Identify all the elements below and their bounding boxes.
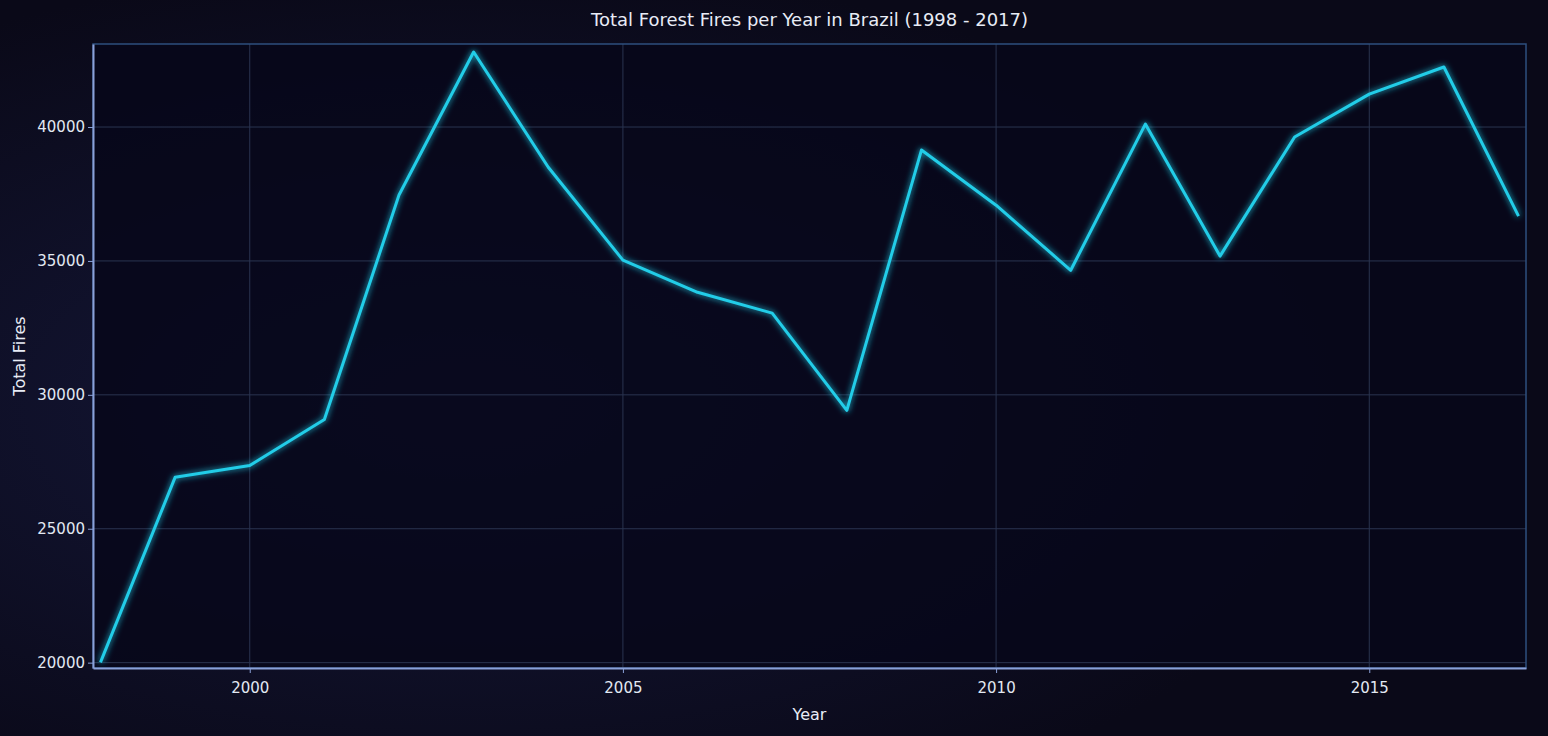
grid-line: [93, 528, 1526, 529]
tick-mark: [88, 395, 93, 396]
tick-mark: [250, 668, 251, 673]
x-axis: 2000 2005 2010 2015: [94, 668, 1527, 697]
axis-line: [93, 45, 95, 669]
tick: 2010: [977, 668, 1015, 697]
axis-line: [94, 668, 1527, 670]
y-axis-title: Total Fires: [10, 316, 29, 396]
tick: 35000: [37, 252, 93, 270]
tick: 2015: [1351, 668, 1389, 697]
tick-label: 35000: [37, 252, 85, 270]
grid-line: [1369, 44, 1370, 668]
tick-label: 20000: [37, 654, 85, 672]
line: [100, 52, 1518, 662]
tick-mark: [88, 127, 93, 128]
grid: [93, 44, 1526, 668]
tick: 25000: [37, 520, 93, 538]
tick-mark: [88, 529, 93, 530]
chart: 2000 2005 2010 2015 20000 25000 30000 35000 4000…: [0, 0, 1548, 736]
grid-line: [93, 394, 1526, 395]
y-axis: 20000 25000 30000 35000 40000: [37, 45, 93, 672]
tick-label: 2015: [1351, 679, 1389, 697]
tick: 30000: [37, 386, 93, 404]
tick-label: 30000: [37, 386, 85, 404]
tick: 2005: [604, 668, 642, 697]
tick-mark: [88, 663, 93, 664]
grid-line: [996, 44, 997, 668]
plot-background: [93, 44, 1526, 668]
plot-frame: [93, 44, 1526, 668]
tick-label: 2005: [604, 679, 642, 697]
tick-mark: [1369, 668, 1370, 673]
grid-line: [622, 44, 623, 668]
title: Total Forest Fires per Year in Brazil (1…: [590, 9, 1028, 30]
grid-line: [93, 260, 1526, 261]
tick: 2000: [231, 668, 269, 697]
tick-label: 2000: [231, 679, 269, 697]
background: [0, 0, 1548, 736]
tick-label: 40000: [37, 118, 85, 136]
tick-mark: [996, 668, 997, 673]
tick-label: 2010: [977, 679, 1015, 697]
tick: 40000: [37, 118, 93, 136]
series: [100, 52, 1518, 662]
grid-line: [93, 662, 1526, 663]
tick-mark: [623, 668, 624, 673]
tick: 20000: [37, 654, 93, 672]
x-axis-title: Year: [792, 705, 827, 724]
grid-line: [249, 44, 250, 668]
tick-label: 25000: [37, 520, 85, 538]
tick-mark: [88, 261, 93, 262]
